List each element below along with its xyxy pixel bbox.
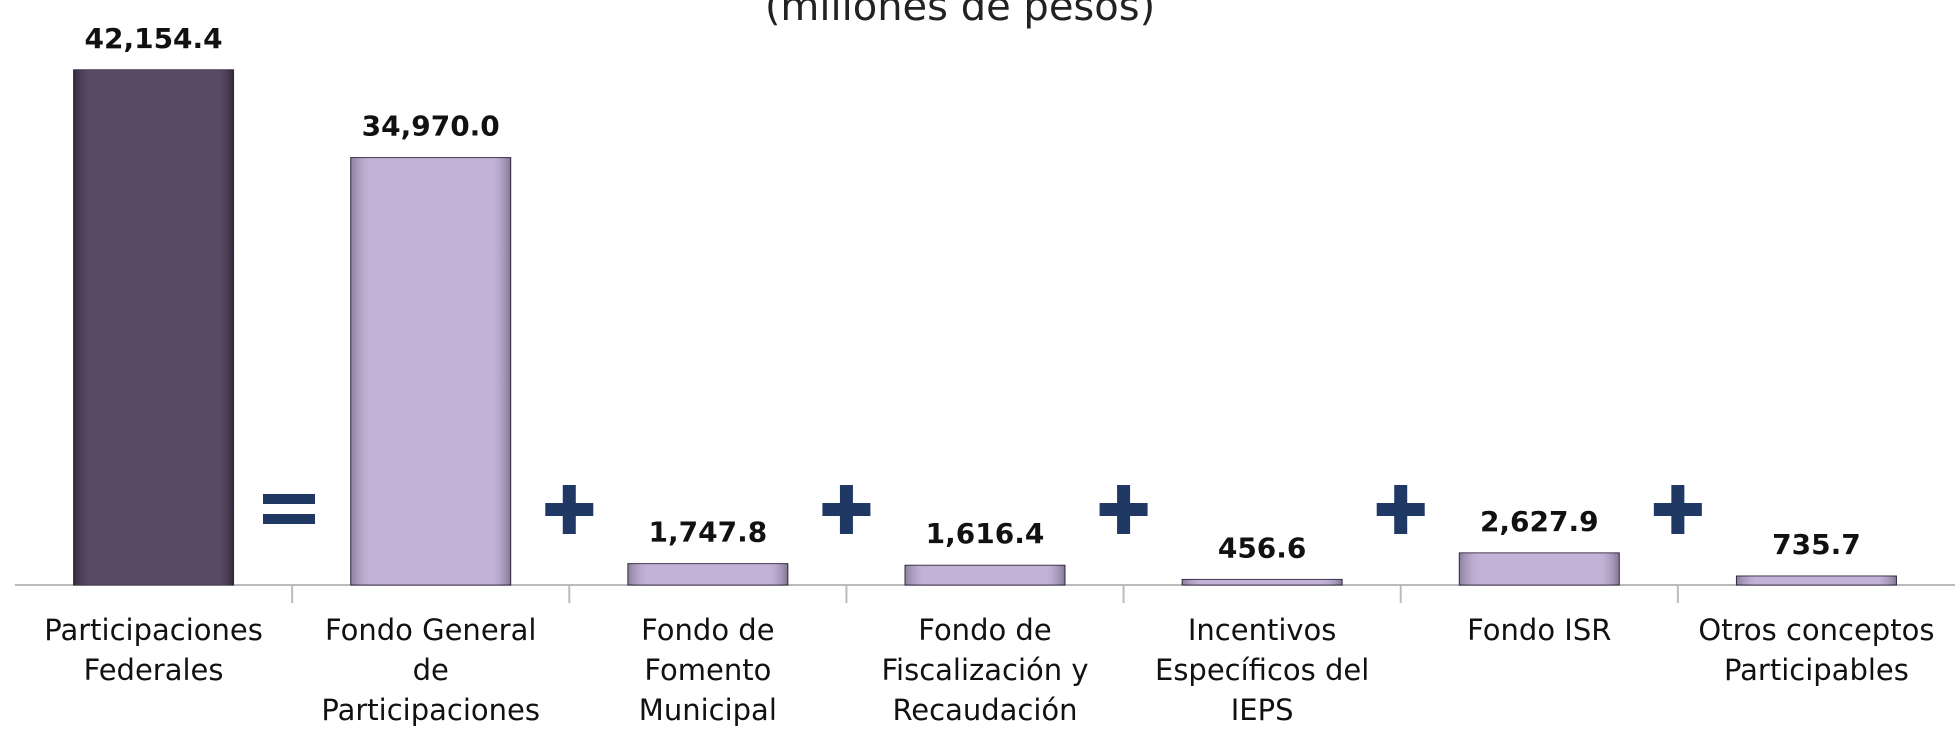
- operators: [263, 485, 1702, 534]
- value-label: 456.6: [1218, 531, 1307, 564]
- plus-sign: [1394, 485, 1408, 534]
- equals-sign: [263, 514, 315, 524]
- value-label: 1,616.4: [926, 517, 1045, 550]
- value-label: 2,627.9: [1480, 505, 1599, 538]
- value-label: 34,970.0: [362, 110, 500, 143]
- bar-bevel: [350, 157, 511, 586]
- bar-bevel: [1182, 579, 1343, 585]
- bar-bevel: [1736, 576, 1897, 585]
- plus-sign: [839, 485, 853, 534]
- bar-bevel: [627, 563, 788, 585]
- bar-bevel: [1459, 552, 1620, 585]
- bar-bevel: [73, 69, 234, 586]
- x-tick-label: Fondo ISR: [1467, 613, 1612, 647]
- plus-sign: [1671, 485, 1685, 534]
- x-tick-label: Incentivos Específicos del IEPS: [1155, 613, 1370, 727]
- bar-bevel: [905, 565, 1065, 585]
- plus-sign: [1117, 485, 1131, 534]
- value-label: 735.7: [1772, 528, 1861, 561]
- x-tick-label: Fondo General de Participaciones: [321, 613, 540, 727]
- value-label: 1,747.8: [649, 516, 768, 549]
- equals-sign: [263, 494, 315, 504]
- plus-sign: [562, 485, 576, 534]
- x-tick-label: Fondo de Fomento Municipal: [638, 613, 777, 727]
- x-tick-label: Participaciones Federales: [44, 613, 263, 687]
- chart-subtitle: (millones de pesos): [765, 0, 1155, 30]
- x-tick-label: Fondo de Fiscalización y Recaudación: [881, 613, 1089, 727]
- value-label: 42,154.4: [84, 22, 222, 55]
- x-tick-label: Otros conceptos Participables: [1698, 613, 1935, 687]
